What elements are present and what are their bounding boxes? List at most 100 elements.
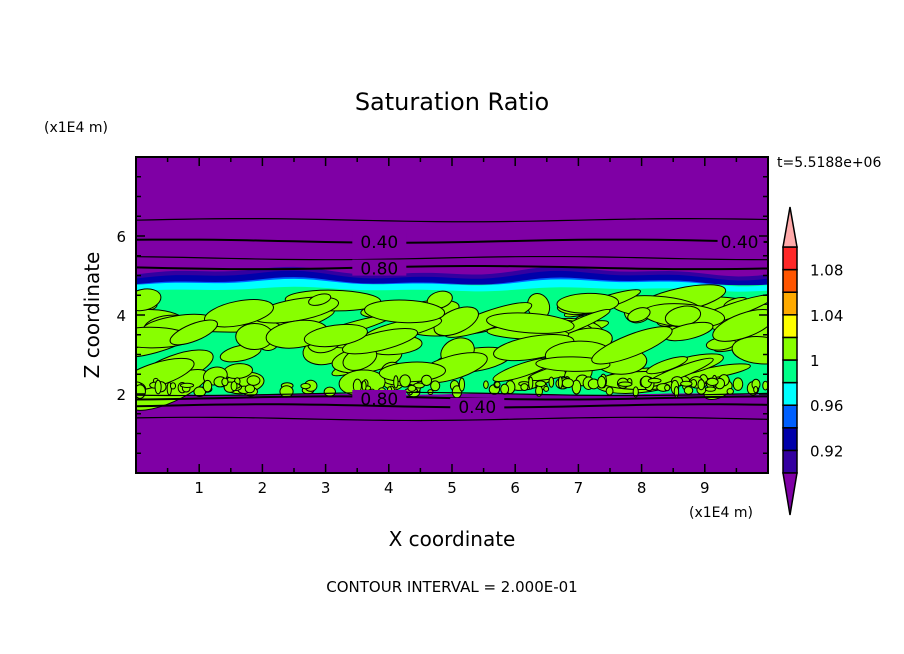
lime-cell	[557, 376, 563, 389]
lime-cell	[732, 377, 744, 391]
x-tick-label: 5	[447, 479, 457, 497]
lime-cell	[597, 375, 607, 389]
contour-line	[136, 416, 768, 422]
lime-cell	[430, 380, 441, 392]
label-gap	[717, 233, 764, 250]
lime-region	[364, 299, 446, 324]
colorbar-box	[782, 427, 798, 452]
y-tick-label: 4	[116, 307, 126, 325]
lime-cell	[154, 379, 162, 395]
lime-region	[556, 292, 620, 314]
x-units-label: (x1E4 m)	[689, 505, 753, 521]
lime-cell	[279, 385, 294, 398]
lime-cell	[726, 387, 734, 395]
x-tick-label: 9	[700, 479, 710, 497]
lime-cell	[169, 382, 177, 390]
lime-region	[303, 323, 368, 348]
lime-cell	[407, 384, 417, 392]
contour-line	[136, 255, 768, 261]
lime-cell	[221, 377, 229, 387]
colorbar-box	[782, 404, 798, 429]
colorbar-box	[782, 246, 798, 271]
lime-cell	[520, 383, 529, 391]
x-tick-label: 7	[574, 479, 584, 497]
lime-region	[627, 307, 651, 323]
lime-cell	[202, 379, 213, 393]
lime-cell	[561, 378, 574, 389]
lime-cell	[704, 386, 716, 392]
colorbar-under-triangle	[782, 472, 798, 516]
colorbar-box	[782, 291, 798, 316]
lime-region	[341, 327, 419, 355]
label-gap	[352, 233, 407, 250]
lime-cell	[300, 382, 311, 390]
lime-cell	[483, 380, 489, 389]
lime-cell	[535, 380, 547, 388]
lime-cell	[647, 377, 662, 384]
colorbar-box	[782, 449, 798, 474]
lime-cell	[762, 380, 768, 391]
lime-cell	[548, 376, 555, 388]
lime-cell	[697, 379, 705, 391]
lime-region	[486, 312, 575, 334]
colorbar-over-triangle	[782, 206, 798, 248]
colorbar-label: 1	[810, 352, 820, 370]
lime-cell	[421, 374, 433, 386]
label-gap	[352, 259, 407, 276]
y-tick-label: 2	[116, 386, 126, 404]
x-axis-label: X coordinate	[388, 527, 516, 551]
x-tick-label: 4	[384, 479, 394, 497]
contour-label: 0.40	[360, 233, 398, 253]
lime-cell	[617, 381, 633, 387]
lime-region	[731, 336, 768, 365]
lime-cell	[393, 375, 399, 389]
x-tick-label: 8	[637, 479, 647, 497]
lime-cell	[571, 379, 582, 395]
lime-cell	[458, 377, 466, 392]
colorbar-box	[782, 336, 798, 361]
time-label: t=5.5188e+06	[777, 155, 882, 171]
lime-region	[433, 306, 479, 337]
lime-cell	[230, 380, 238, 392]
colorbar-label: 0.96	[810, 397, 843, 415]
lime-region	[712, 308, 768, 342]
lime-cell	[246, 375, 261, 386]
lime-cell	[244, 384, 256, 394]
lime-cell	[664, 384, 671, 392]
x-tick-label: 2	[258, 479, 268, 497]
contour-interval-footer: CONTOUR INTERVAL = 2.000E-01	[326, 578, 578, 596]
lime-cell	[706, 377, 719, 387]
contour-field: 0.400.800.80 0.400.40	[136, 157, 768, 473]
contour-line	[136, 218, 768, 223]
lime-cell	[494, 381, 501, 388]
contour-line	[136, 238, 768, 244]
colorbar-box	[782, 314, 798, 339]
y-units-label: (x1E4 m)	[44, 120, 108, 136]
colorbar-label: 1.08	[810, 262, 843, 280]
lime-cell	[680, 380, 693, 387]
colorbar-box	[782, 359, 798, 384]
contour-label: 0.80	[360, 260, 398, 280]
lime-region	[591, 326, 673, 365]
colorbar-label: 0.92	[810, 442, 843, 460]
lime-cell	[500, 383, 510, 395]
colorbar-label: 1.04	[810, 307, 843, 325]
contour-label: 0.40	[458, 398, 496, 418]
label-gap	[352, 389, 407, 406]
contour-line	[136, 265, 768, 271]
x-tick-label: 1	[194, 479, 204, 497]
x-tick-label: 6	[510, 479, 520, 497]
lime-region	[204, 299, 274, 328]
label-gap	[450, 397, 505, 414]
x-tick-label: 3	[321, 479, 331, 497]
lime-cell	[543, 385, 550, 392]
lime-cell	[632, 386, 639, 398]
lime-cell	[179, 382, 195, 388]
lime-cell	[323, 386, 336, 397]
lime-cell	[399, 374, 411, 388]
lime-cell	[683, 386, 694, 395]
lime-region	[646, 356, 688, 375]
colorbar-box	[782, 268, 798, 293]
